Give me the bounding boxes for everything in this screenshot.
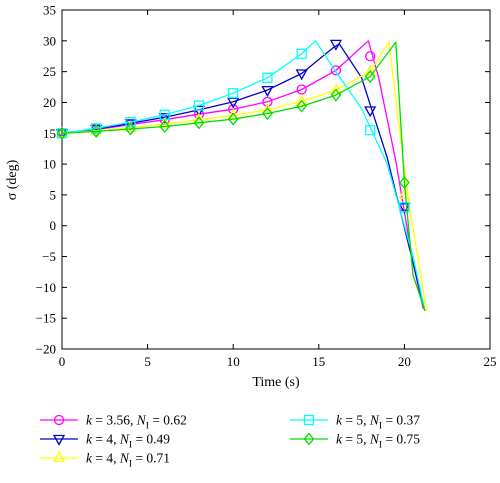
y-tick-label: 10 bbox=[43, 157, 56, 172]
diamond-marker bbox=[330, 88, 342, 102]
square-marker bbox=[91, 123, 102, 134]
series-line bbox=[61, 43, 426, 311]
y-tick-label: 35 bbox=[43, 3, 56, 18]
circle-marker bbox=[53, 414, 65, 426]
circle-marker bbox=[330, 65, 342, 76]
triangle-up-marker bbox=[398, 188, 411, 200]
legend-item: k = 5, NI = 0.37 bbox=[290, 413, 420, 432]
diamond-marker bbox=[262, 107, 273, 121]
y-tick-label: 30 bbox=[43, 33, 56, 48]
triangle-down-marker bbox=[329, 39, 343, 51]
triangle-down-marker bbox=[52, 434, 66, 446]
series-line bbox=[61, 41, 428, 311]
triangle-down-marker bbox=[261, 85, 274, 97]
circle-marker bbox=[365, 51, 376, 62]
square-marker bbox=[125, 117, 136, 128]
circle-marker bbox=[296, 84, 307, 95]
x-tick-label: 5 bbox=[144, 354, 151, 369]
y-tick-label: −10 bbox=[36, 280, 56, 295]
x-tick-label: 15 bbox=[312, 354, 325, 369]
square-marker bbox=[228, 88, 239, 99]
diamond-marker bbox=[125, 122, 136, 136]
legend-item: k = 3.56, NI = 0.62 bbox=[40, 413, 187, 432]
series-1 bbox=[56, 40, 424, 310]
y-tick-label: 0 bbox=[50, 218, 57, 233]
diamond-marker bbox=[296, 99, 308, 113]
triangle-down-marker bbox=[364, 106, 377, 118]
legend-item: k = 5, NI = 0.75 bbox=[290, 432, 420, 451]
axis-ticks: 0 5 10 15 20 25 −20 −15 −10 −5 0 5 10 15 20 25 30 35 bbox=[36, 3, 497, 370]
y-tick-label: 20 bbox=[43, 95, 56, 110]
series-3 bbox=[55, 41, 428, 311]
series-2 bbox=[55, 39, 426, 311]
square-marker bbox=[303, 414, 315, 426]
series-5 bbox=[56, 41, 426, 312]
legend-label: k = 5, NI = 0.75 bbox=[336, 432, 420, 451]
y-axis-title: σ (deg) bbox=[5, 159, 20, 200]
triangle-down-marker bbox=[124, 119, 137, 131]
diamond-marker bbox=[303, 432, 315, 446]
y-tick-label: −5 bbox=[42, 249, 56, 264]
triangle-down-marker bbox=[295, 69, 308, 81]
square-marker bbox=[365, 125, 376, 136]
y-tick-label: −20 bbox=[36, 342, 56, 357]
series-layer bbox=[55, 39, 428, 312]
x-tick-label: 10 bbox=[227, 354, 240, 369]
diamond-marker bbox=[193, 116, 205, 130]
triangle-down-marker bbox=[192, 105, 206, 117]
square-marker bbox=[399, 202, 410, 213]
legend-item: k = 4, NI = 0.49 bbox=[40, 432, 170, 451]
square-marker bbox=[193, 100, 205, 111]
square-marker bbox=[296, 48, 307, 59]
triangle-down-marker bbox=[158, 113, 171, 125]
triangle-down-marker bbox=[55, 129, 69, 141]
diamond-marker bbox=[90, 124, 102, 138]
legend-label: k = 3.56, NI = 0.62 bbox=[86, 413, 187, 432]
triangle-up-marker bbox=[52, 451, 66, 463]
x-tick-label: 0 bbox=[59, 354, 66, 369]
circle-marker bbox=[262, 96, 273, 107]
x-tick-label: 20 bbox=[398, 354, 411, 369]
triangle-up-marker bbox=[329, 83, 343, 95]
diamond-marker bbox=[159, 119, 171, 134]
series-line bbox=[61, 40, 426, 311]
y-tick-label: 25 bbox=[43, 64, 56, 79]
legend-label: k = 4, NI = 0.49 bbox=[86, 432, 170, 451]
x-axis-title: Time (s) bbox=[252, 375, 300, 390]
y-tick-label: 15 bbox=[43, 126, 56, 141]
triangle-up-marker bbox=[55, 126, 69, 138]
series-line bbox=[61, 41, 426, 312]
legend-label: k = 4, NI = 0.71 bbox=[86, 451, 170, 470]
diamond-marker bbox=[227, 112, 239, 126]
y-tick-label: 5 bbox=[50, 187, 57, 202]
diamond-marker bbox=[399, 176, 410, 190]
diamond-marker bbox=[364, 70, 376, 84]
square-marker bbox=[159, 109, 170, 120]
x-tick-label: 25 bbox=[484, 354, 497, 369]
square-marker bbox=[262, 72, 273, 83]
legend-label: k = 5, NI = 0.37 bbox=[336, 413, 420, 432]
triangle-up-marker bbox=[364, 64, 377, 76]
triangle-up-marker bbox=[295, 94, 308, 106]
diamond-marker bbox=[56, 126, 68, 140]
legend: k = 3.56, NI = 0.62k = 4, NI = 0.49k = 4… bbox=[40, 413, 420, 470]
legend-item: k = 4, NI = 0.71 bbox=[40, 451, 170, 470]
plot-frame bbox=[61, 9, 491, 350]
y-tick-label: −15 bbox=[36, 311, 56, 326]
series-line bbox=[61, 40, 424, 310]
